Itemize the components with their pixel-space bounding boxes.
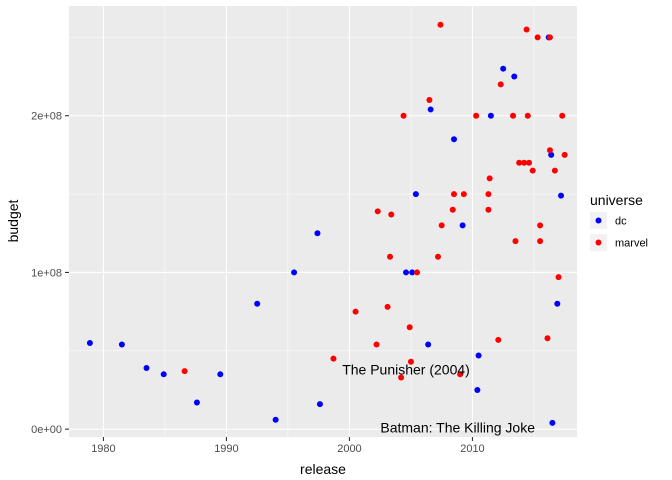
legend-key-dc-dot	[595, 217, 602, 224]
annotations: The Punisher (2004) Batman: The Killing …	[342, 362, 535, 436]
annotation-punisher: The Punisher (2004)	[342, 362, 470, 378]
data-point-marvel	[406, 324, 413, 331]
y-tick-label: 1e+08	[31, 267, 62, 279]
data-point-dc	[409, 269, 416, 276]
data-point-marvel	[388, 211, 395, 218]
data-point-marvel	[387, 253, 394, 260]
data-point-marvel	[555, 274, 562, 281]
legend-title: universe	[590, 192, 643, 208]
data-point-marvel	[546, 147, 553, 154]
data-point-marvel	[486, 175, 493, 182]
data-point-marvel	[534, 34, 541, 41]
data-point-marvel	[384, 303, 391, 310]
y-tick-label: 2e+08	[31, 111, 62, 123]
data-point-dc	[548, 151, 555, 158]
minor-gridlines	[69, 6, 577, 437]
x-tick-label: 1990	[214, 443, 238, 455]
data-point-dc	[425, 341, 432, 348]
data-point-dc	[118, 341, 125, 348]
x-tick-label: 2000	[337, 443, 361, 455]
data-point-marvel	[510, 112, 517, 119]
data-point-marvel	[437, 21, 444, 28]
data-point-marvel	[450, 191, 457, 198]
data-point-dc	[500, 65, 507, 72]
data-point-marvel	[523, 26, 530, 33]
data-point-marvel	[407, 358, 414, 365]
data-point-dc	[475, 352, 482, 359]
data-point-marvel	[414, 269, 421, 276]
data-point-dc	[487, 112, 494, 119]
plot-panel	[69, 6, 577, 437]
y-axis: 0e+00 1e+08 2e+08	[31, 111, 69, 436]
data-point-dc	[160, 371, 167, 378]
data-point-marvel	[497, 81, 504, 88]
data-point-marvel	[400, 112, 407, 119]
data-point-marvel	[398, 374, 405, 381]
data-point-marvel	[374, 208, 381, 215]
data-point-dc	[549, 419, 556, 426]
major-gridlines	[69, 6, 577, 437]
data-point-dc	[86, 339, 93, 346]
data-point-dc	[316, 401, 323, 408]
y-axis-title: budget	[5, 199, 21, 242]
data-point-marvel	[537, 222, 544, 229]
data-point-marvel	[521, 159, 528, 166]
data-point-marvel	[516, 159, 523, 166]
data-point-marvel	[495, 336, 502, 343]
data-point-marvel	[559, 112, 566, 119]
data-point-dc	[511, 73, 518, 80]
data-point-dc	[474, 386, 481, 393]
data-point-marvel	[438, 222, 445, 229]
data-point-marvel	[473, 112, 480, 119]
data-point-marvel	[512, 238, 519, 245]
data-point-marvel	[330, 355, 337, 362]
data-point-marvel	[426, 97, 433, 104]
data-point-marvel	[373, 341, 380, 348]
data-point-dc	[272, 416, 279, 423]
data-point-marvel	[537, 238, 544, 245]
data-point-dc	[427, 106, 434, 113]
y-tick-label: 0e+00	[31, 424, 62, 436]
data-point-marvel	[449, 206, 456, 213]
data-point-dc	[143, 365, 150, 372]
data-point-marvel	[561, 151, 568, 158]
data-point-dc	[558, 192, 565, 199]
x-tick-label: 1980	[91, 443, 115, 455]
legend-key-marvel-dot	[595, 239, 602, 246]
data-point-marvel	[544, 335, 551, 342]
data-point-dc	[554, 300, 561, 307]
data-point-marvel	[181, 368, 188, 375]
data-point-marvel	[352, 308, 359, 315]
x-tick-label: 2010	[460, 443, 484, 455]
data-point-marvel	[460, 191, 467, 198]
data-point-dc	[291, 269, 298, 276]
legend-label-dc: dc	[615, 216, 627, 228]
data-point-dc	[450, 136, 457, 143]
data-point-dc	[254, 300, 261, 307]
data-point-marvel	[485, 206, 492, 213]
data-points	[86, 21, 568, 426]
data-point-dc	[459, 222, 466, 229]
data-point-dc	[403, 269, 410, 276]
data-point-marvel	[529, 167, 536, 174]
legend: universe dc marvel	[590, 192, 648, 251]
data-point-dc	[217, 371, 224, 378]
data-point-dc	[314, 230, 321, 237]
annotation-killing-joke: Batman: The Killing Joke	[380, 420, 535, 436]
x-axis: 1980 1990 2000 2010	[91, 437, 485, 455]
data-point-dc	[193, 399, 200, 406]
data-point-marvel	[457, 371, 464, 378]
legend-label-marvel: marvel	[615, 238, 648, 250]
x-axis-title: release	[300, 461, 346, 477]
data-point-marvel	[435, 253, 442, 260]
data-point-marvel	[524, 112, 531, 119]
data-point-marvel	[546, 34, 553, 41]
data-point-marvel	[551, 167, 558, 174]
data-point-marvel	[526, 159, 533, 166]
data-point-marvel	[485, 191, 492, 198]
data-point-dc	[412, 191, 419, 198]
